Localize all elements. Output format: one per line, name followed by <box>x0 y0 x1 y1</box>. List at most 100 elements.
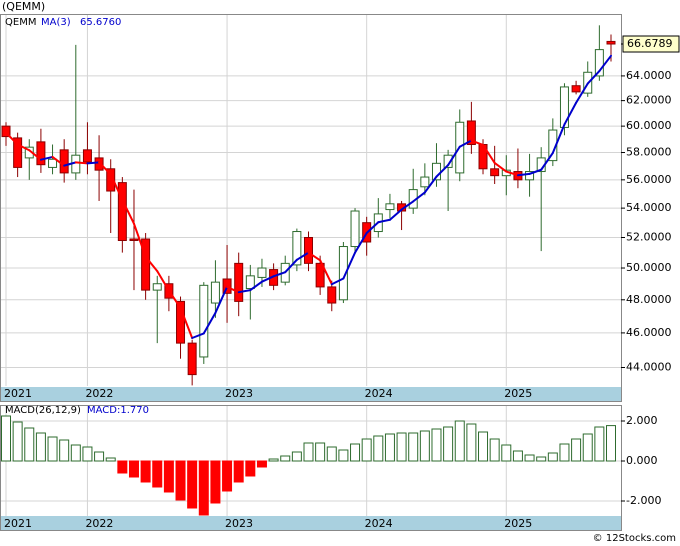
last-price-box <box>622 35 680 53</box>
macd-bar <box>140 460 151 483</box>
ma-segment <box>226 285 240 294</box>
macd-bar <box>256 460 267 468</box>
macd-bar <box>175 460 186 501</box>
y-tick-label: 48.0000 <box>626 293 672 306</box>
candle-body <box>292 231 302 266</box>
ma-value-label: 65.6760 <box>80 17 121 28</box>
macd-legend: MACD:1.770 <box>87 405 149 416</box>
y-tick-label: 62.0000 <box>626 94 672 107</box>
ma-segment <box>435 164 450 178</box>
candle-body <box>594 49 604 77</box>
ma-segment <box>319 259 333 286</box>
macd-bar <box>478 431 489 462</box>
ma-segment <box>28 149 42 161</box>
y-tick-label: 54.0000 <box>626 201 672 214</box>
ma-segment <box>470 139 485 146</box>
candle-body <box>315 262 325 288</box>
x-tick-label: 2023 <box>225 517 253 530</box>
ma-segment <box>482 143 496 164</box>
ma-legend: MA(3) <box>41 17 71 28</box>
candle-body <box>152 283 162 291</box>
candle-body <box>82 149 92 163</box>
ma-segment <box>330 277 345 286</box>
candle-body <box>559 86 569 128</box>
macd-bar <box>163 460 174 493</box>
y-tick-label: 46.0000 <box>626 326 672 339</box>
macd-bar <box>547 452 558 462</box>
ma-segment <box>16 143 31 152</box>
candle-body <box>187 342 197 376</box>
macd-bar <box>396 432 407 462</box>
y-tick-label: 56.0000 <box>626 173 672 186</box>
macd-bar <box>373 435 384 462</box>
ma-segment <box>516 172 531 177</box>
ma-segment <box>423 175 438 194</box>
footer: © 12Stocks.com <box>593 533 676 544</box>
macd-bar <box>606 425 616 462</box>
ma-segment <box>132 222 147 258</box>
ma-segment <box>354 232 368 254</box>
candle-body <box>350 210 360 248</box>
ma-segment <box>540 151 554 171</box>
y-tick-label: 58.0000 <box>626 146 672 159</box>
macd-bar <box>408 432 419 462</box>
macd-bar <box>70 444 81 462</box>
y-tick-label: 50.0000 <box>626 261 672 274</box>
candle-body <box>571 85 581 93</box>
macd-bar <box>501 444 512 462</box>
macd-bar <box>419 430 430 462</box>
ma-segment <box>202 311 217 335</box>
ma-segment <box>214 285 229 314</box>
ma-segment <box>109 173 124 201</box>
candle-body <box>210 281 220 304</box>
y-tick-label: -2.000 <box>626 494 661 507</box>
grid-layer <box>0 14 621 516</box>
candle-body <box>1 125 11 138</box>
macd-bar <box>105 457 116 462</box>
ma-segment <box>179 306 194 339</box>
macd-bar <box>198 460 209 516</box>
macd-bar <box>524 454 535 462</box>
x-tick-label: 2021 <box>4 517 32 530</box>
ma-segment <box>400 200 415 211</box>
macd-bar <box>571 438 582 462</box>
candle-body <box>36 141 46 166</box>
ma-segment <box>39 155 54 161</box>
ma-segment <box>377 218 391 224</box>
candle-body <box>466 120 476 146</box>
macd-bar <box>489 438 500 462</box>
macd-bar <box>233 460 244 483</box>
candle-body <box>48 158 58 168</box>
macd-bar <box>210 460 221 504</box>
ma-segment <box>144 255 159 273</box>
macd-bar <box>338 449 349 462</box>
macd-bar <box>187 460 198 509</box>
macd-bar <box>152 460 163 488</box>
macd-bar <box>128 460 139 478</box>
ma-segment <box>191 332 205 339</box>
candle-body <box>257 267 267 278</box>
candle-body <box>94 157 104 171</box>
ma-segment <box>86 161 101 165</box>
ma-segment <box>575 82 589 104</box>
candle-body <box>525 171 535 181</box>
macd-bar <box>35 432 46 462</box>
ma-segment <box>260 275 275 283</box>
ma-segment <box>5 131 19 146</box>
x-tick-label: 2021 <box>4 387 32 400</box>
ma-segment <box>458 139 473 148</box>
ma-segment <box>493 161 508 173</box>
ma-segment <box>505 170 519 177</box>
ma-segment <box>74 161 89 165</box>
ma-segment <box>365 221 380 235</box>
x-tick-label: 2024 <box>365 517 393 530</box>
x-tick-label: 2023 <box>225 387 253 400</box>
ma-segment <box>388 208 403 221</box>
candle-body <box>199 284 209 358</box>
y-tick-label: 52.0000 <box>626 230 672 243</box>
macd-bar <box>466 423 477 462</box>
macd-bar <box>303 442 314 462</box>
ma-segment <box>121 198 135 225</box>
macd-bar <box>280 455 291 462</box>
